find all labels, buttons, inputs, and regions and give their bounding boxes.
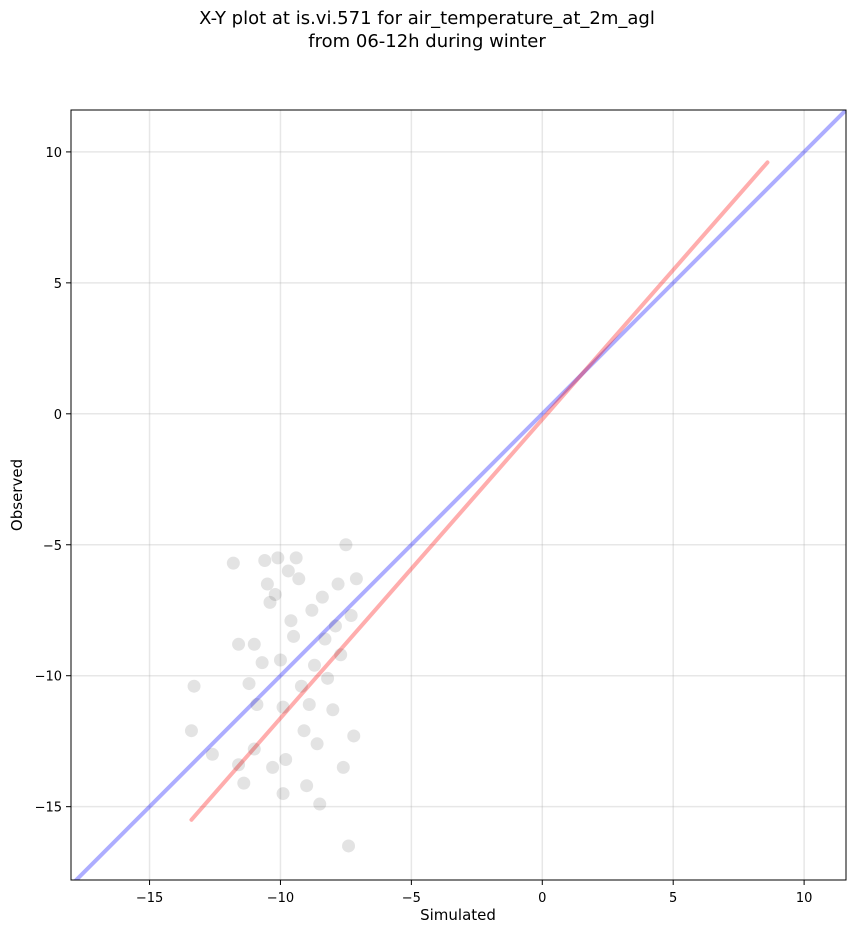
scatter-point [276, 787, 290, 801]
scatter-point [302, 698, 316, 712]
scatter-point [237, 776, 251, 790]
x-axis-ticks: −15 −10 −5 0 5 10 [136, 880, 813, 906]
x-tick-label: 5 [669, 891, 677, 906]
fit-line [189, 160, 770, 822]
y-axis-label: Observed [8, 459, 26, 531]
scatter-point [342, 839, 356, 853]
scatter-point [226, 556, 240, 570]
scatter-point [268, 588, 282, 602]
scatter-point [305, 603, 319, 617]
scatter-point [297, 724, 311, 738]
y-tick-label: 10 [45, 146, 62, 161]
x-axis-label: Simulated [420, 906, 496, 924]
y-axis-ticks: −15 −10 −5 0 5 10 [35, 146, 71, 816]
y-tick-label: −5 [43, 539, 62, 554]
x-tick-label: 10 [796, 891, 813, 906]
scatter-point [334, 648, 348, 662]
scatter-point [258, 553, 272, 567]
scatter-point [313, 797, 327, 811]
scatter-point [271, 551, 285, 565]
scatter-point [260, 577, 274, 591]
scatter-point [326, 703, 340, 717]
scatter-point [276, 700, 290, 714]
scatter-point [232, 758, 246, 772]
scatter-point [287, 629, 301, 643]
scatter-point [266, 760, 280, 774]
scatter-point [184, 724, 198, 738]
y-tick-label: −15 [35, 801, 62, 816]
scatter-point [232, 637, 246, 651]
scatter-point [292, 572, 306, 586]
scatter-point [310, 737, 324, 751]
scatter-point [187, 679, 201, 693]
scatter-point [318, 632, 332, 646]
chart-title-line-1: X-Y plot at is.vi.571 for air_temperatur… [199, 8, 655, 29]
reference-lines [73, 110, 846, 880]
scatter-points [184, 538, 363, 853]
scatter-point [339, 538, 353, 552]
scatter-point [300, 779, 314, 793]
scatter-point [263, 595, 277, 609]
scatter-point [336, 760, 350, 774]
x-tick-label: −15 [136, 891, 163, 906]
y-tick-label: 5 [54, 277, 62, 292]
scatter-point [349, 572, 363, 586]
scatter-point [284, 614, 298, 628]
scatter-point [281, 564, 295, 578]
y-tick-label: −10 [35, 670, 62, 685]
scatter-point [344, 608, 358, 622]
scatter-point [255, 656, 269, 670]
scatter-point [279, 753, 293, 767]
plot-frame [70, 109, 847, 881]
scatter-point [247, 637, 261, 651]
one-to-one-line [73, 110, 846, 880]
scatter-point [247, 742, 261, 756]
scatter-point [205, 747, 219, 761]
scatter-point [242, 677, 256, 691]
scatter-point [289, 551, 303, 565]
scatter-point [331, 577, 345, 591]
gridlines [71, 110, 846, 880]
scatter-point [307, 658, 321, 672]
scatter-point [273, 653, 287, 667]
scatter-point [347, 729, 361, 743]
scatter-point [250, 698, 264, 712]
scatter-point [294, 679, 308, 693]
chart-title-line-2: from 06-12h during winter [308, 31, 546, 52]
scatter-point [321, 671, 335, 685]
scatter-point [328, 619, 342, 633]
scatter-point [315, 590, 329, 604]
x-tick-label: −5 [402, 891, 421, 906]
x-tick-label: 0 [538, 891, 546, 906]
y-tick-label: 0 [54, 408, 62, 423]
x-tick-label: −10 [267, 891, 294, 906]
